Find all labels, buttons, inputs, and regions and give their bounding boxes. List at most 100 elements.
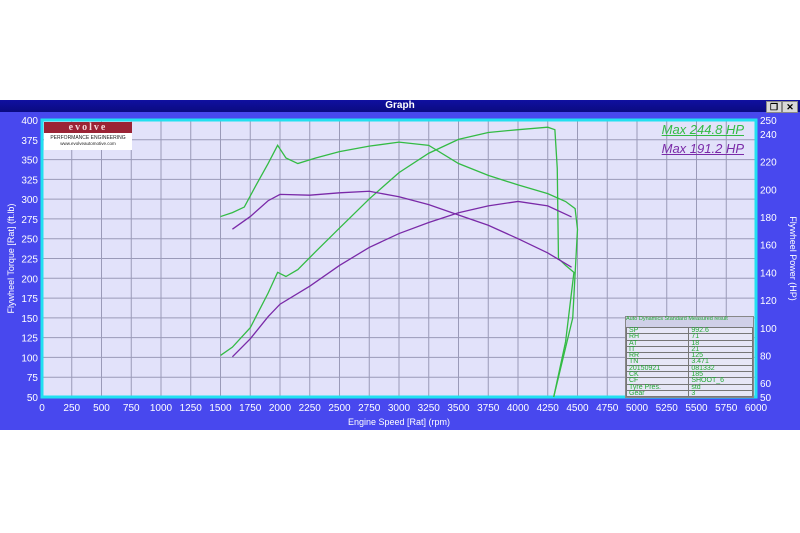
x-tick-label: 2500 xyxy=(328,403,351,414)
info-key: RH xyxy=(625,333,690,341)
title-bar: Graph ❐ ✕ xyxy=(0,100,800,113)
close-icon[interactable]: ✕ xyxy=(782,101,798,113)
x-tick-label: 3750 xyxy=(477,403,500,414)
info-key: TN xyxy=(625,358,690,366)
y-tick-label: 300 xyxy=(21,195,38,206)
x-tick-label: 500 xyxy=(93,403,110,414)
y-tick-label: 50 xyxy=(27,393,39,404)
x-tick-label: 5750 xyxy=(715,403,738,414)
y-tick-label: 250 xyxy=(21,235,38,246)
max-purple-label: Max 191.2 HP xyxy=(661,141,744,156)
info-key: RR xyxy=(625,352,690,360)
x-tick-label: 2250 xyxy=(299,403,322,414)
info-key: Gear xyxy=(625,389,690,398)
info-row: CF SHOOT_6 xyxy=(625,377,753,385)
max-green-label: Max 244.8 HP xyxy=(661,122,744,137)
info-key: Tyre Pres. xyxy=(625,383,690,391)
logo-tagline: PERFORMANCE ENGINEERING xyxy=(50,135,126,141)
info-row: TN 3.471 xyxy=(625,358,753,366)
x-tick-label: 5500 xyxy=(685,403,708,414)
info-value: 21 xyxy=(688,345,753,354)
x-tick-label: 2000 xyxy=(269,403,292,414)
y-tick-label: 400 xyxy=(21,116,38,127)
info-header: Auto Dynamics Standard Measured result xyxy=(626,316,753,327)
info-value: SHOOT_6 xyxy=(688,377,753,385)
info-value: 3 xyxy=(688,389,753,398)
x-tick-label: 4750 xyxy=(596,403,619,414)
info-row: Tyre Pres. std xyxy=(625,383,753,391)
info-value: 185 xyxy=(688,371,753,379)
info-key: 20150921 xyxy=(625,364,690,373)
x-axis-label: Engine Speed [Rat] (rpm) xyxy=(348,417,450,427)
info-value: 992.6 xyxy=(688,326,753,335)
info-row: AT 18 xyxy=(625,339,753,347)
x-tick-label: 4000 xyxy=(507,403,530,414)
x-tick-label: 1250 xyxy=(180,403,203,414)
x-tick-label: 0 xyxy=(39,403,45,414)
y-tick-label: 325 xyxy=(21,175,38,186)
x-tick-label: 2750 xyxy=(358,403,381,414)
info-row: IT 21 xyxy=(625,345,753,354)
purple-power-line xyxy=(231,200,572,358)
y2-tick-label: 80 xyxy=(760,351,772,362)
x-tick-label: 1750 xyxy=(239,403,262,414)
y2-tick-label: 160 xyxy=(760,241,777,252)
green-torque-line xyxy=(220,141,579,398)
info-value: 71 xyxy=(688,333,753,341)
x-tick-label: 3500 xyxy=(447,403,470,414)
info-value: 081332 xyxy=(688,364,753,373)
y2-tick-label: 250 xyxy=(760,116,777,127)
y-tick-label: 100 xyxy=(21,353,38,364)
y-tick-label: 350 xyxy=(21,156,38,167)
info-key: CF xyxy=(625,377,690,385)
x-tick-label: 4250 xyxy=(537,403,560,414)
y-tick-label: 175 xyxy=(21,294,38,305)
y2-tick-label: 240 xyxy=(760,130,777,141)
y-tick-label: 150 xyxy=(21,314,38,325)
info-key: IT xyxy=(625,345,690,354)
window-title: Graph xyxy=(385,100,415,111)
run-info-box: Auto Dynamics Standard Measured result S… xyxy=(625,316,754,398)
y-tick-label: 275 xyxy=(21,215,38,226)
info-row: RR 125 xyxy=(625,352,753,360)
info-row: CK 185 xyxy=(625,371,753,379)
info-row: 20150921 081332 xyxy=(625,364,753,373)
info-table: SP 992.6 RH 71 AT 18 IT 21 RR 125 TN 3.471 20150921 0… xyxy=(625,326,753,398)
y-tick-label: 225 xyxy=(21,255,38,266)
x-tick-label: 6000 xyxy=(745,403,768,414)
y2-tick-label: 180 xyxy=(760,213,777,224)
info-value: 18 xyxy=(688,339,753,347)
y2-tick-label: 60 xyxy=(760,379,772,390)
restore-icon[interactable]: ❐ xyxy=(766,101,782,113)
y2-tick-label: 120 xyxy=(760,296,777,307)
info-row: RH 71 xyxy=(625,333,753,341)
x-tick-label: 4500 xyxy=(566,403,589,414)
y2-tick-label: 140 xyxy=(760,268,777,279)
y-tick-label: 125 xyxy=(21,334,38,345)
evolve-logo: evolve PERFORMANCE ENGINEERING www.evolv… xyxy=(44,122,132,150)
info-key: CK xyxy=(625,371,690,379)
info-row: Gear 3 xyxy=(625,389,753,398)
info-key: SP xyxy=(625,326,690,335)
x-tick-label: 1000 xyxy=(150,403,173,414)
info-row: SP 992.6 xyxy=(625,326,753,335)
x-tick-label: 1500 xyxy=(209,403,232,414)
x-tick-label: 750 xyxy=(123,403,140,414)
logo-brand: evolve xyxy=(44,122,132,133)
info-value: std xyxy=(688,383,753,391)
x-tick-label: 5000 xyxy=(626,403,649,414)
x-tick-label: 250 xyxy=(63,403,80,414)
y-tick-label: 75 xyxy=(27,373,39,384)
info-key: AT xyxy=(625,339,690,347)
x-tick-label: 3250 xyxy=(418,403,441,414)
logo-url: www.evolveautomotive.com xyxy=(60,141,116,146)
x-tick-label: 5250 xyxy=(656,403,679,414)
y-tick-label: 200 xyxy=(21,274,38,285)
y-tick-label: 375 xyxy=(21,136,38,147)
y-axis-label: Flywheel Torque [Rat] (ft.lb) xyxy=(6,204,16,314)
y2-tick-label: 100 xyxy=(760,324,777,335)
x-tick-label: 3000 xyxy=(388,403,411,414)
y2-axis-label: Flywheel Power (HP) xyxy=(788,216,798,301)
y2-tick-label: 200 xyxy=(760,185,777,196)
